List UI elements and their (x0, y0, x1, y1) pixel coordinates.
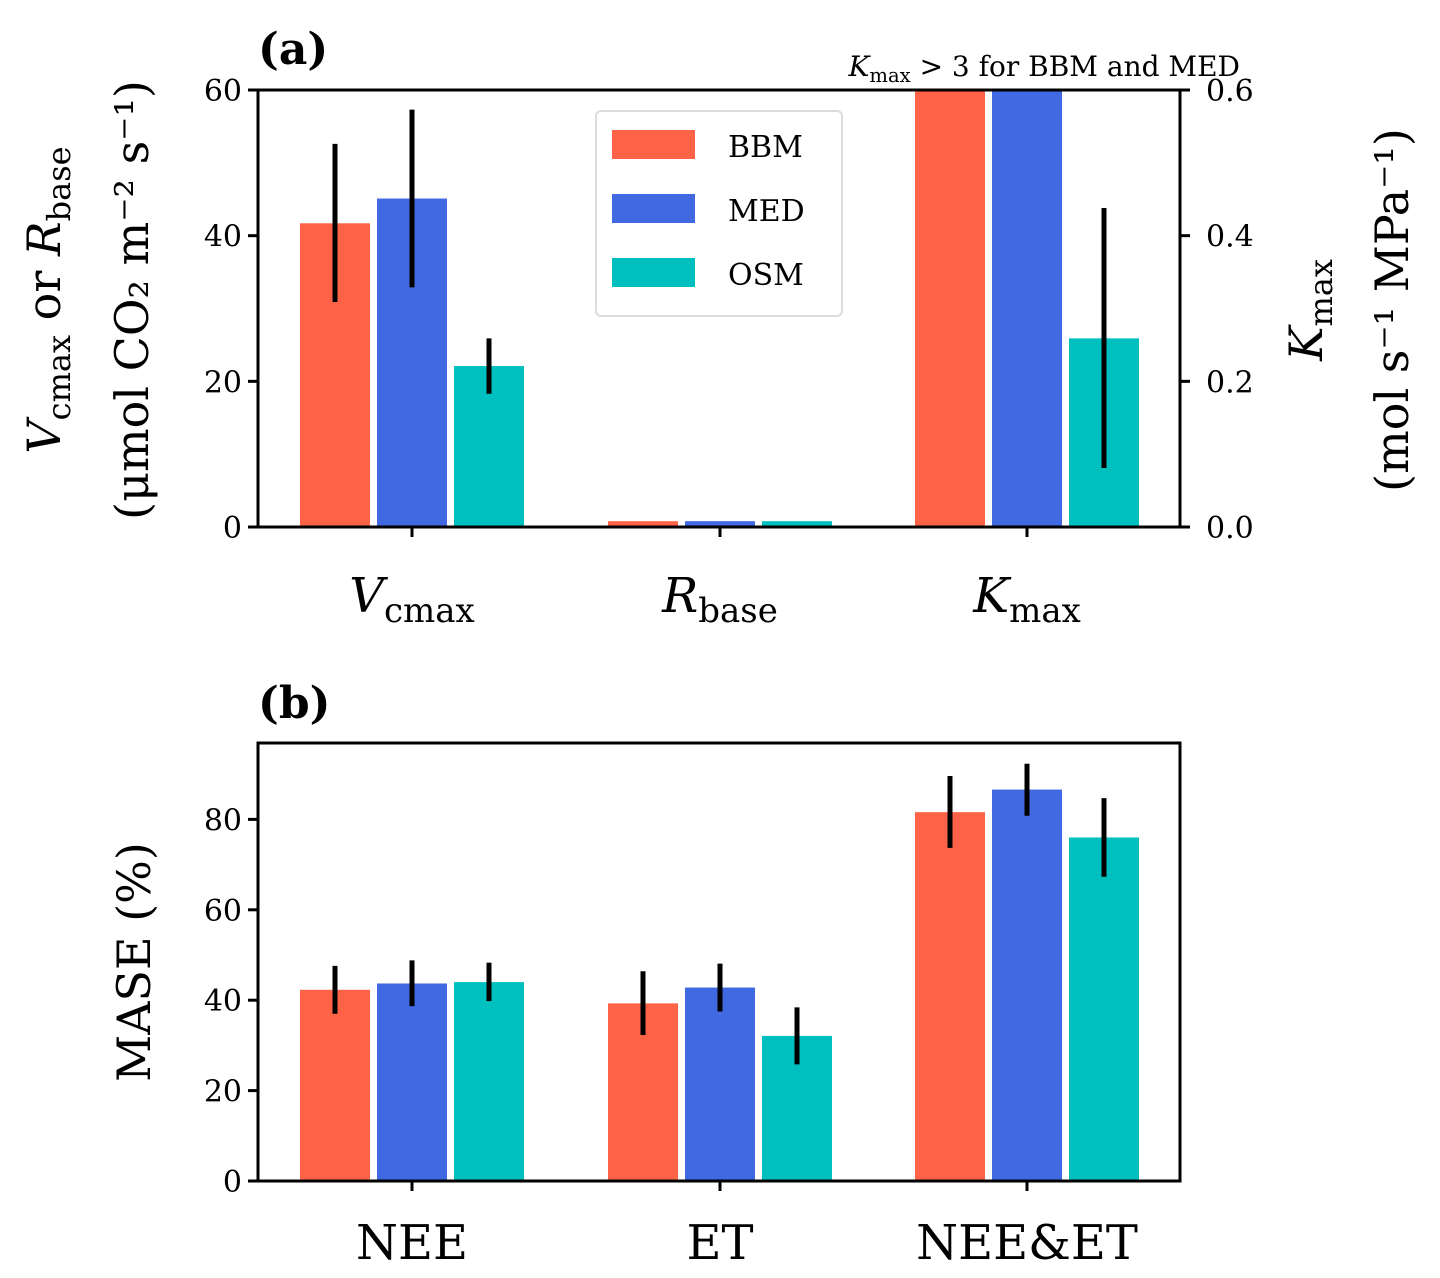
panel-a-left-ylabel: Vcmax or Rbase (μmol CO₂ m⁻² s⁻¹) (17, 80, 159, 520)
panel-a: (a) Kmax > 3 for BBM and MED 0 20 40 60 0.0… (17, 24, 1419, 631)
kmax-annotation: Kmax > 3 for BBM and MED (847, 50, 1240, 87)
y-tick-label: 20 (204, 1075, 242, 1110)
legend-swatch-bbm (612, 130, 695, 159)
y-tick-label: 0 (223, 1165, 242, 1200)
panel-b-bars (300, 789, 1139, 1181)
panel-b-label: (b) (258, 678, 330, 729)
bar-bbm-rbase (608, 521, 678, 527)
y-tick-label: 60 (204, 74, 242, 109)
panel-b-y-ticks: 0 20 40 60 80 (204, 803, 258, 1200)
legend-label-osm: OSM (728, 258, 804, 293)
bar-bbm-nee (300, 989, 370, 1181)
legend-label-med: MED (728, 194, 805, 229)
panel-a-error-bars (332, 109, 1107, 469)
legend: BBM MED OSM (595, 110, 843, 317)
y-tick-label: 0 (223, 511, 242, 546)
y-right-tick-label: 0.2 (1206, 365, 1254, 400)
x-tick-label-nee: NEE (356, 1215, 468, 1271)
panel-a-right-ticks: 0.0 0.2 0.4 0.6 (1180, 74, 1254, 546)
panel-a-left-ticks: 0 20 40 60 (204, 74, 258, 546)
y-tick-label: 40 (204, 220, 242, 255)
left-ylabel-quantity: Vcmax or Rbase (17, 146, 78, 453)
panel-b: (b) 0 20 40 60 80 NEE ET NEE&ET MASE (%) (107, 678, 1182, 1271)
bar-med-nee (377, 983, 447, 1181)
panel-b-error-bars (332, 763, 1107, 1065)
bar-osm-nee (454, 982, 524, 1181)
bar-med-rbase (685, 521, 755, 527)
legend-swatch-osm (612, 258, 695, 287)
legend-label-bbm: BBM (728, 130, 803, 165)
x-tick-label-vcmax: Vcmax (349, 568, 474, 631)
legend-swatch-med (612, 194, 695, 223)
bar-bbm-kmax (915, 90, 985, 527)
panel-b-ylabel: MASE (%) (107, 842, 161, 1082)
y-tick-label: 20 (204, 365, 242, 400)
y-tick-label: 80 (204, 803, 242, 838)
left-ylabel-units: (μmol CO₂ m⁻² s⁻¹) (105, 80, 159, 520)
x-tick-label-rbase: Rbase (661, 568, 778, 631)
x-tick-label-neeet: NEE&ET (916, 1215, 1138, 1271)
bar-osm-neeet (1069, 837, 1139, 1181)
bar-med-neeet (992, 789, 1062, 1181)
y-right-tick-label: 0.0 (1206, 511, 1254, 546)
panel-a-right-ylabel: Kmax (mol s⁻¹ MPa⁻¹) (1279, 128, 1419, 492)
panel-a-label: (a) (258, 24, 328, 75)
x-tick-label-et: ET (686, 1215, 753, 1271)
y-right-tick-label: 0.6 (1206, 74, 1254, 109)
bar-med-kmax (992, 90, 1062, 527)
y-right-tick-label: 0.4 (1206, 220, 1254, 255)
y-tick-label: 40 (204, 984, 242, 1019)
right-ylabel-quantity: Kmax (1279, 259, 1340, 362)
panel-a-x-ticks: Vcmax Rbase Kmax (349, 527, 1081, 631)
x-tick-label-kmax: Kmax (972, 568, 1081, 631)
y-tick-label: 60 (204, 894, 242, 929)
right-ylabel-units: (mol s⁻¹ MPa⁻¹) (1365, 128, 1419, 492)
bar-med-et (685, 987, 755, 1181)
bar-bbm-neeet (915, 812, 985, 1181)
panel-b-x-ticks: NEE ET NEE&ET (356, 1181, 1138, 1271)
bar-osm-rbase (762, 521, 832, 527)
